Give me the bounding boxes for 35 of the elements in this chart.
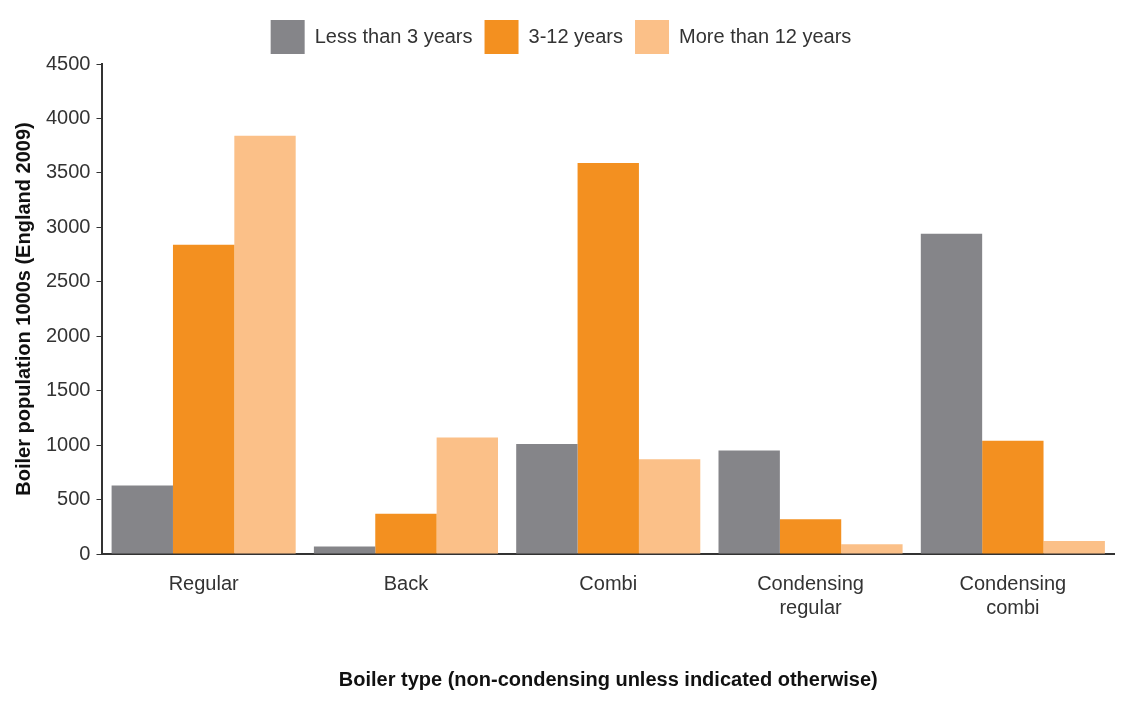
legend-label: Less than 3 years [314, 24, 473, 47]
legend-label: 3-12 years [528, 24, 624, 47]
y-tick-label: 3500 [45, 160, 91, 183]
y-tick-label: 3000 [45, 214, 91, 237]
bar [920, 233, 983, 554]
y-tick-label: 2500 [45, 269, 91, 292]
bar [111, 485, 173, 554]
y-tick-label: 2000 [45, 323, 91, 346]
bar [638, 459, 701, 554]
y-tick-label: 4000 [45, 105, 91, 128]
y-tick-label: 1000 [45, 432, 91, 455]
bar [313, 546, 376, 554]
bar [234, 135, 296, 554]
y-tick-label: 4500 [45, 51, 91, 74]
bar [841, 544, 903, 554]
y-axis-title: Boiler population 1000s (England 2009) [11, 122, 34, 496]
y-tick-label: 1500 [45, 378, 91, 401]
bar [1043, 540, 1105, 554]
bar [718, 450, 780, 554]
x-tick-label: Condensing combi [959, 571, 1067, 618]
bar [982, 440, 1044, 554]
bar [436, 437, 498, 554]
x-tick-label: Back [383, 571, 430, 594]
x-tick-label: Combi [579, 571, 638, 594]
x-tick-label: Condensing regular [757, 571, 864, 618]
x-tick-label: Regular [168, 571, 239, 594]
y-tick-label: 0 [79, 541, 91, 564]
x-axis-title: Boiler type (non-condensing unless indicated otherwise) [338, 667, 878, 690]
bar [779, 519, 842, 554]
y-tick-label: 500 [57, 487, 91, 510]
legend-label: More than 12 years [679, 24, 852, 47]
bar [172, 244, 235, 554]
bar [516, 444, 578, 554]
bar [577, 163, 639, 554]
bar [375, 513, 437, 554]
